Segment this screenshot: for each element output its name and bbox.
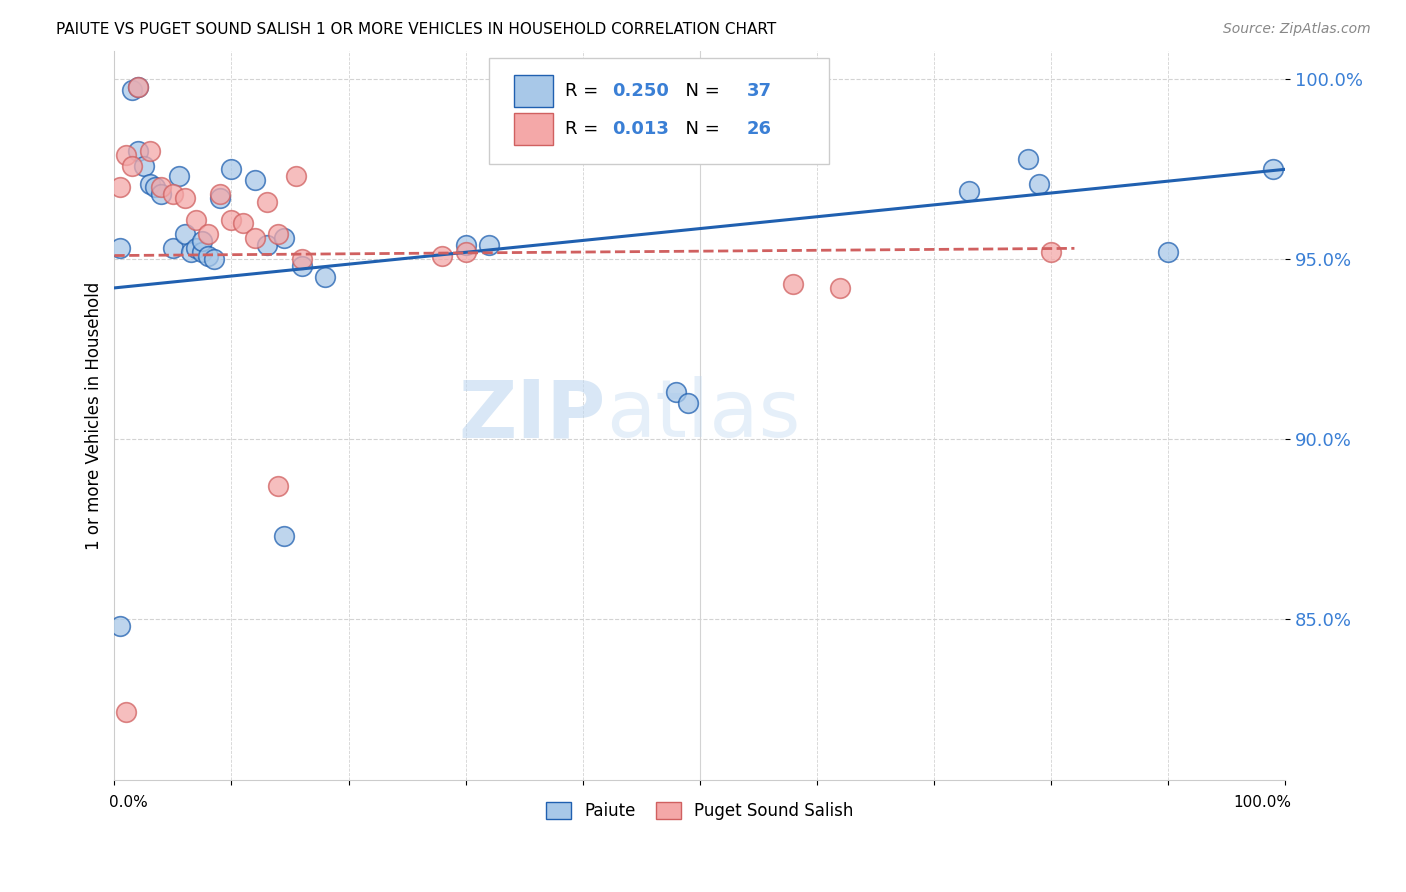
Point [1040,244,1063,259]
Point [179,244,201,259]
Point [273,230,295,244]
Text: Source: ZipAtlas.com: Source: ZipAtlas.com [1223,22,1371,37]
Point [127,145,149,159]
Text: PAIUTE VS PUGET SOUND SALISH 1 OR MORE VEHICLES IN HOUSEHOLD CORRELATION CHART: PAIUTE VS PUGET SOUND SALISH 1 OR MORE V… [56,22,776,37]
Point [284,169,307,184]
Point [173,191,195,205]
Point [957,184,980,198]
FancyBboxPatch shape [513,112,554,145]
Point [138,145,160,159]
Text: N =: N = [673,120,725,137]
Point [110,619,132,633]
Text: 26: 26 [747,120,772,137]
Y-axis label: 1 or more Vehicles in Household: 1 or more Vehicles in Household [86,281,103,549]
Point [191,244,214,259]
Point [208,191,231,205]
Point [173,227,195,241]
Point [454,237,477,252]
Point [145,180,167,194]
Text: ZIP: ZIP [458,376,606,455]
Point [221,212,243,227]
Point [232,216,254,230]
Point [167,169,190,184]
Point [267,227,290,241]
Text: 0.250: 0.250 [612,82,669,100]
Point [202,252,225,267]
Point [115,705,138,719]
Point [1263,162,1285,177]
Point [121,159,143,173]
Point [478,237,501,252]
Point [132,159,155,173]
Point [150,180,173,194]
Text: R =: R = [565,82,605,100]
Point [221,162,243,177]
Text: N =: N = [673,82,725,100]
Text: R =: R = [565,120,605,137]
Text: 100.0%: 100.0% [1233,795,1291,810]
FancyBboxPatch shape [513,75,554,107]
Point [191,234,214,248]
Legend: Paiute, Puget Sound Salish: Paiute, Puget Sound Salish [540,795,860,827]
Point [121,83,143,97]
Point [110,180,132,194]
Text: 0.013: 0.013 [612,120,669,137]
FancyBboxPatch shape [489,58,828,164]
Text: 0.0%: 0.0% [108,795,148,810]
Point [197,227,219,241]
Point [127,79,149,94]
Point [186,241,208,255]
Point [267,478,290,492]
Point [454,244,477,259]
Point [782,277,804,292]
Point [1017,152,1039,166]
Point [197,248,219,262]
Point [186,212,208,227]
Point [256,237,278,252]
Point [314,270,336,285]
Point [243,173,266,187]
Point [291,260,314,274]
Point [115,148,138,162]
Point [138,177,160,191]
Point [1028,177,1050,191]
Point [162,241,184,255]
Point [150,187,173,202]
Point [1157,244,1180,259]
Point [830,281,852,295]
Text: 37: 37 [747,82,772,100]
Point [208,187,231,202]
Point [665,385,688,400]
Point [127,79,149,94]
Point [243,230,266,244]
Point [432,248,454,262]
Point [162,187,184,202]
Point [676,396,699,410]
Point [273,529,295,543]
Point [110,241,132,255]
Point [256,194,278,209]
Text: atlas: atlas [606,376,800,455]
Point [291,252,314,267]
